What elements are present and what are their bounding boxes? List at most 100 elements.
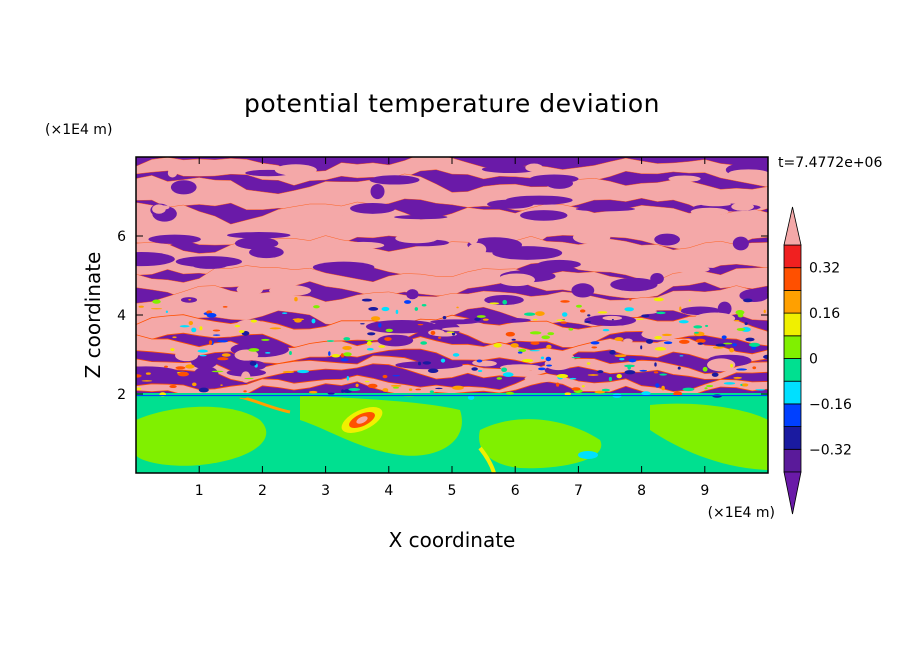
field-noise-cell: [628, 358, 637, 363]
field-noise-cell: [688, 299, 691, 302]
field-noise-cell: [343, 352, 352, 357]
field-band-positive: [136, 265, 768, 299]
field-noise-cell: [616, 373, 622, 379]
field-patch-positive: [626, 310, 658, 315]
field-noise-cell: [555, 382, 560, 387]
field-upper-bands: [136, 157, 768, 399]
x-tick-label: 6: [511, 483, 520, 499]
field-patch-positive: [707, 358, 736, 372]
field-noise-cell: [602, 328, 610, 332]
field-band-positive: [136, 355, 768, 384]
field-noise-cell: [365, 339, 374, 342]
field-noise-cell: [421, 303, 427, 307]
field-noise-cell: [532, 318, 538, 321]
x-tick-label: 1: [195, 483, 204, 499]
field-noise-cell: [297, 369, 310, 374]
field-noise-cell: [243, 390, 247, 393]
field-patch-positive: [500, 364, 542, 371]
field-noise-cell: [360, 323, 365, 325]
field-patch-positive: [728, 169, 768, 178]
field-noise-cell: [614, 354, 627, 358]
field-noise-cell: [234, 324, 241, 328]
field-noise-cell: [645, 339, 654, 344]
field-noise-cell: [188, 298, 192, 301]
field-noise-cell: [545, 356, 552, 362]
field-noise-cell: [378, 323, 382, 328]
field-patch-positive: [524, 374, 556, 383]
field-noise-cell: [561, 312, 568, 317]
field-noise-cell: [340, 358, 349, 362]
field-patch-positive: [206, 307, 247, 317]
field-noise-cell: [435, 387, 443, 390]
field-noise-cell: [517, 351, 523, 354]
field-noise-cell: [702, 366, 708, 372]
field-patch-negative: [717, 301, 732, 316]
field-noise-cell: [530, 341, 540, 345]
field-patch-positive: [274, 164, 317, 176]
field-noise-cell: [541, 335, 551, 340]
field-patch-positive: [623, 338, 633, 344]
field-noise-cell: [381, 306, 390, 312]
colorbar-swatch: [783, 426, 802, 450]
field-band-positive: [136, 157, 768, 188]
field-noise-cell: [711, 372, 719, 377]
field-noise-cell: [661, 385, 665, 391]
field-noise-cell: [679, 355, 684, 357]
field-noise-cell: [221, 353, 231, 357]
field-patch-negative: [537, 259, 581, 269]
field-patch-negative: [654, 233, 680, 246]
field-patch-positive: [602, 315, 623, 321]
field-noise-cell: [682, 387, 695, 392]
field-noise-cell: [496, 377, 503, 380]
x-unit-label: (×1E4 m): [708, 505, 775, 521]
field-noise-cell: [446, 331, 455, 333]
field-patch-positive: [156, 205, 170, 210]
lower-layer-green-region-2: [300, 395, 462, 456]
field-patch-positive: [167, 168, 178, 178]
field-noise-cell: [165, 310, 169, 314]
x-tick-label: 8: [637, 483, 646, 499]
field-noise-cell: [529, 350, 540, 352]
field-noise-cell: [328, 351, 331, 356]
field-noise-cell: [382, 374, 388, 379]
field-noise-cell: [313, 305, 320, 309]
field-noise-cell: [501, 367, 508, 372]
field-noise-cell: [238, 330, 245, 333]
field-noise-cell: [476, 359, 483, 363]
field-noise-cell: [743, 298, 753, 303]
field-patch-positive: [342, 241, 385, 249]
field-noise-cell: [591, 346, 598, 349]
field-noise-cell: [361, 298, 373, 302]
field-patch-positive: [668, 175, 701, 183]
field-patch-negative: [136, 366, 179, 379]
field-noise-cell: [170, 348, 175, 352]
field-patch-positive: [441, 327, 482, 332]
field-noise-cell: [452, 353, 460, 357]
field-patch-positive: [467, 231, 479, 245]
field-patch-positive: [467, 242, 487, 257]
field-noise-cell: [366, 348, 374, 351]
field-noise-cell: [584, 320, 592, 323]
x-tick-label: 3: [321, 483, 330, 499]
field-noise-cell: [220, 384, 223, 387]
field-patch-positive: [690, 207, 729, 216]
field-noise-cell: [489, 302, 500, 305]
field-patch-negative: [175, 256, 242, 268]
field-noise-cell: [244, 377, 254, 380]
field-noise-cell: [222, 306, 228, 308]
field-noise-cell: [368, 307, 379, 311]
cool-spot: [578, 451, 598, 459]
field-patch-positive: [234, 349, 259, 361]
colorbar-swatch: [783, 358, 802, 382]
field-noise-cell: [735, 310, 745, 315]
field-noise-cell: [502, 372, 514, 377]
x-tick-label: 5: [448, 483, 457, 499]
field-patch-positive: [236, 284, 263, 296]
field-noise-cell: [655, 383, 660, 388]
field-patch-negative: [529, 174, 579, 184]
field-noise-cell: [560, 321, 567, 324]
field-noise-cell: [217, 357, 229, 361]
field-noise-cell: [294, 297, 298, 302]
field-noise-cell: [641, 314, 650, 318]
field-noise-cell: [427, 368, 439, 373]
